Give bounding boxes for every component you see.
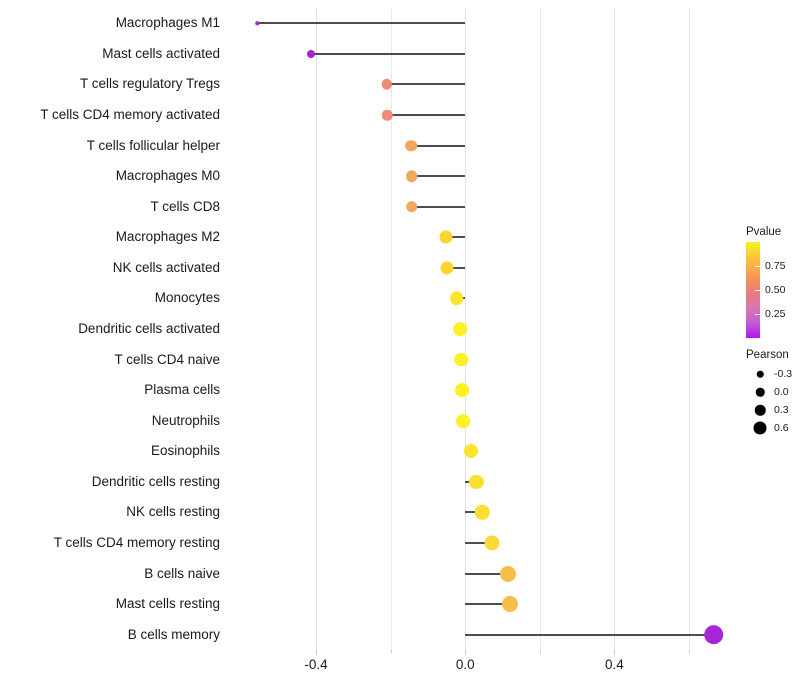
pvalue-color-legend: Pvalue 0.75 0.50 0.25 [746,226,800,338]
y-axis-tick-label: Dendritic cells activated [78,321,220,336]
lollipop-stem [465,633,714,636]
lollipop-dot[interactable] [405,170,418,182]
y-axis-tick-label: Macrophages M2 [115,229,220,245]
lollipop-dot[interactable] [500,565,517,582]
x-gridline-major [316,8,318,650]
lollipop-dot[interactable] [255,21,259,25]
x-gridline-minor [390,8,392,650]
lollipop-stem [445,236,466,239]
x-gridline-major [614,8,616,650]
y-axis-tick-label: T cells follicular helper [86,137,220,153]
size-legend-label: 0.6 [774,422,789,434]
lollipop-dot[interactable] [440,261,454,275]
size-legend-row: 0.3 [746,401,800,419]
colorbar-tick-label: 0.25 [765,308,786,320]
y-axis-tick-label: Mast cells activated [102,45,220,61]
pvalue-colorbar-wrap: 0.75 0.50 0.25 [746,242,800,338]
colorbar-tick-mark [755,314,760,315]
size-legend-row: 0.0 [746,383,800,401]
y-axis-tick-label: Macrophages M0 [115,168,220,184]
lollipop-stem [465,603,510,606]
lollipop-dot[interactable] [382,109,393,121]
lollipop-dot[interactable] [405,139,417,152]
lollipop-dot[interactable] [455,383,470,398]
x-axis-tick-mark-minor [688,650,690,653]
lollipop-dot[interactable] [449,291,464,306]
colorbar-tick-mark [755,290,760,291]
size-legend-label: 0.3 [774,404,789,416]
y-axis-tick-label: Neutrophils [151,412,220,428]
lollipop-dot[interactable] [453,322,468,336]
lollipop-stem [387,114,466,116]
x-axis-tick-label: -0.4 [304,657,328,672]
colorbar-tick-label: 0.75 [765,260,786,272]
size-legend-row: -0.3 [746,365,800,383]
x-axis-tick-mark [465,650,467,655]
size-legend-dot [756,370,764,378]
lollipop-dot[interactable] [456,413,470,428]
lollipop-stem [311,52,466,55]
y-axis-tick-label: Dendritic cells resting [91,473,220,489]
lollipop-dot[interactable] [381,79,393,90]
x-axis-tick-mark [614,650,616,655]
lollipop-dot[interactable] [307,49,316,58]
lollipop-stem [386,83,466,86]
y-axis-tick-label: T cells CD8 [150,198,220,214]
y-axis-tick-label: T cells CD4 naive [114,351,220,367]
lollipop-stem [447,266,466,269]
x-axis-tick-label: 0.0 [455,657,475,672]
plot-panel [234,8,730,650]
colorbar-tick-label: 0.50 [765,284,786,296]
lollipop-stem [465,572,509,575]
lollipop-stem [465,511,483,514]
x-axis-tick-mark [316,650,318,655]
lollipop-stem [465,542,492,544]
size-legend-dot [753,421,767,435]
lollipop-dot[interactable] [484,535,500,551]
lollipop-dot[interactable] [469,474,484,489]
x-axis: -0.4 0.0 0.4 [234,650,730,690]
x-axis-tick-mark-minor [390,650,392,653]
y-axis-tick-label: Mast cells resting [115,596,220,612]
size-legend-label: -0.3 [774,368,793,380]
y-axis-tick-label: Eosinophils [150,443,220,459]
y-axis-tick-label: T cells regulatory Tregs [79,76,220,92]
y-axis-tick-label: Monocytes [154,290,220,306]
x-gridline-minor [539,8,541,650]
y-axis-tick-label: T cells CD4 memory resting [53,535,220,550]
pearson-legend-items: -0.3 0.0 0.3 0.6 [746,365,800,437]
y-axis-tick-label: NK cells resting [126,504,220,520]
lollipop-stem [411,144,466,147]
x-axis-tick-label: 0.4 [605,657,624,672]
lollipop-dot[interactable] [475,505,490,520]
lollipop-dot[interactable] [454,352,468,367]
lollipop-dot[interactable] [703,624,724,645]
x-axis-tick-mark-minor [539,650,541,653]
pvalue-legend-title: Pvalue [746,226,782,238]
y-axis-category-labels: Macrophages M1 Mast cells activated T cell… [0,0,228,660]
size-legend-row: 0.6 [746,419,800,437]
y-axis-tick-label: NK cells activated [112,259,220,275]
lollipop-stem [411,175,466,178]
size-legend-label: 0.0 [774,386,789,398]
y-axis-tick-label: Macrophages M1 [115,15,220,31]
colorbar-tick-mark [755,266,760,267]
y-axis-tick-label: Plasma cells [144,382,220,398]
y-axis-tick-label: B cells naive [144,565,220,581]
lollipop-dot[interactable] [406,200,418,213]
size-legend-dot [754,404,766,416]
pearson-size-legend: Pearson -0.3 0.0 0.3 0.6 [746,349,800,437]
lollipop-dot[interactable] [501,596,518,613]
lollipop-stem [257,22,466,25]
pearson-legend-title: Pearson [746,349,789,361]
y-axis-tick-label: B cells memory [127,626,220,642]
lollipop-dot[interactable] [439,230,453,244]
y-axis-tick-label: T cells CD4 memory activated [40,107,220,122]
lollipop-dot[interactable] [464,444,479,459]
lollipop-stem [411,205,466,208]
size-legend-dot [755,387,765,397]
x-gridline-minor [688,8,690,650]
